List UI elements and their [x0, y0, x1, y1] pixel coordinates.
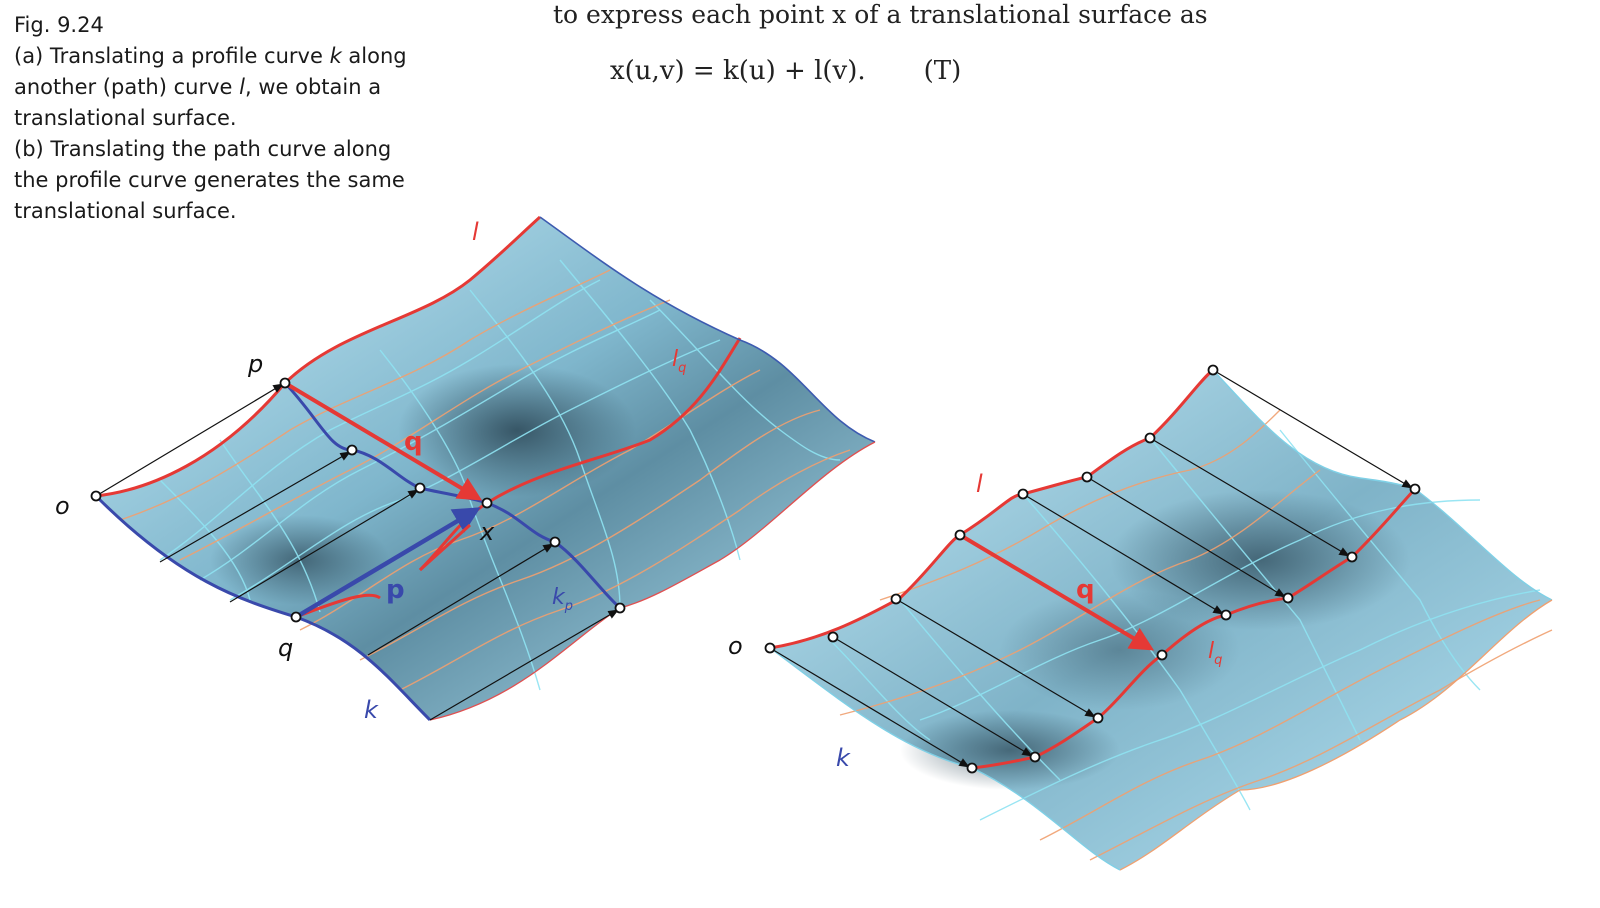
equation-body: x(u,v) = k(u) + l(v). [610, 56, 866, 86]
caption-b-line1: (b) Translating the path curve along [14, 137, 392, 161]
label-lq-a: lq [672, 347, 686, 376]
figure-caption: Fig. 9.24 (a) Translating a profile curv… [14, 10, 484, 227]
equation-T: x(u,v) = k(u) + l(v). (T) [610, 56, 961, 86]
label-lq-b: lq [1208, 639, 1222, 668]
caption-text: along [341, 44, 407, 68]
caption-text: , we obtain a [244, 75, 382, 99]
label-o-b: o [728, 632, 743, 660]
label-x-a: x [479, 518, 495, 546]
caption-text: another (path) curve [14, 75, 240, 99]
label-l-a: l [472, 218, 479, 246]
label-vector-q-a: q [404, 427, 423, 457]
intro-text: to express each point x of a translation… [553, 0, 1208, 29]
curve-l-a [95, 215, 542, 498]
vector-p-a [294, 507, 481, 619]
figure-a-surface: o p q x k l lq kp q p [55, 215, 876, 724]
caption-fig-number: Fig. 9.24 [14, 13, 104, 37]
label-kp-a: kp [552, 585, 573, 614]
vector-q-b [958, 533, 1155, 651]
label-o-a: o [55, 492, 70, 520]
caption-symbol: l [239, 75, 245, 99]
label-p-a: p [247, 350, 263, 378]
label-l-b: l [976, 470, 983, 498]
label-q-a: q [278, 634, 293, 662]
caption-b-line2: the profile curve generates the same [14, 168, 405, 192]
label-k-a: k [364, 696, 379, 724]
caption-a-line2: another (path) curve l, we obtain a [14, 72, 484, 103]
label-k-b: k [836, 744, 851, 772]
label-vector-q-b: q [1076, 575, 1095, 605]
caption-b-line3: translational surface. [14, 199, 237, 223]
caption-a-line3: translational surface. [14, 106, 237, 130]
label-vector-p-a: p [386, 575, 405, 605]
equation-tag: (T) [923, 56, 962, 86]
curve-kp-a [283, 381, 622, 610]
caption-a-line1: (a) Translating a profile curve k along [14, 41, 484, 72]
vector-q-a [283, 381, 483, 501]
figure-b-surface: o l k lq q [728, 364, 1553, 871]
caption-text: (a) Translating a profile curve [14, 44, 330, 68]
caption-symbol: k [329, 44, 342, 68]
